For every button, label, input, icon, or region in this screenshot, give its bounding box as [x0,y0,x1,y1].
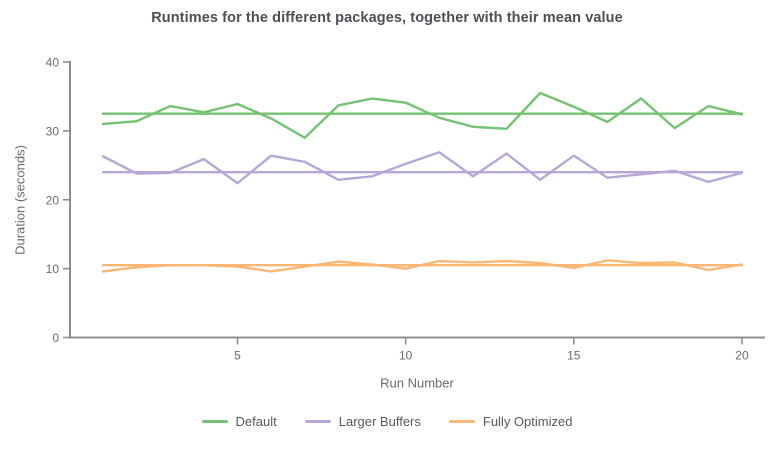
y-tick-label: 20 [46,193,60,207]
legend-item-larger-buffers[interactable]: Larger Buffers [304,414,421,429]
x-axis-title: Run Number [380,375,454,391]
legend-item-default[interactable]: Default [201,414,277,429]
legend-swatch-fully-optimized [448,420,475,423]
legend-label-fully-optimized: Fully Optimized [482,414,573,429]
y-tick-label: 0 [52,331,59,345]
legend-item-fully-optimized[interactable]: Fully Optimized [448,414,573,429]
legend-label-default: Default [235,414,277,429]
series-line-fully-optimized [101,259,744,273]
x-tick-label: 10 [399,349,413,363]
y-tick-label: 10 [46,262,60,276]
x-tick-label: 20 [735,349,749,363]
series-line-larger-buffers [101,151,744,185]
series-line-default [101,91,744,139]
x-tick-label: 15 [567,349,581,363]
legend: Default Larger Buffers Fully Optimized [0,414,774,429]
legend-label-larger-buffers: Larger Buffers [338,414,421,429]
chart-title: Runtimes for the different packages, tog… [151,10,623,26]
legend-swatch-larger-buffers [304,420,331,423]
y-tick-label: 30 [46,124,60,138]
x-tick-label: 5 [234,349,241,363]
legend-swatch-default [201,420,228,423]
y-tick-label: 40 [46,56,60,70]
